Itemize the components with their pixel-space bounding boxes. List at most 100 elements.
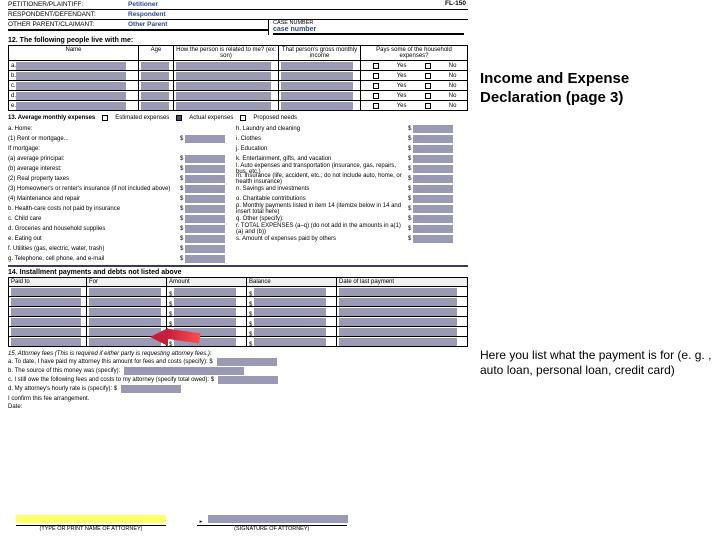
- amount-field[interactable]: [413, 215, 453, 223]
- field-hourly-rate[interactable]: [121, 385, 181, 393]
- sec15-confirm: I confirm this fee arrangement.: [8, 396, 468, 402]
- amount-field[interactable]: [413, 185, 453, 193]
- expense-line: m. Insurance (life, accident, etc.; do n…: [236, 174, 456, 183]
- expense-line: h. Laundry and cleaning$: [236, 124, 456, 133]
- expense-line: a. Home:: [8, 124, 228, 133]
- checkbox-actual[interactable]: [176, 115, 182, 121]
- amount-field[interactable]: [413, 165, 453, 173]
- expense-line: p. Monthly payments listed in item 14 (i…: [236, 204, 456, 213]
- expense-line: s. Amount of expenses paid by others$: [236, 234, 456, 243]
- expense-line: d. Groceries and household supplies$: [8, 224, 228, 233]
- amount-field[interactable]: [413, 125, 453, 133]
- amount-field[interactable]: [413, 175, 453, 183]
- sec15-d: d. My attorney's hourly rate is (specify…: [8, 386, 117, 392]
- amount-field[interactable]: [185, 255, 225, 263]
- sec14-title: 14. Installment payments and debts not l…: [8, 269, 468, 276]
- slide-note: Here you list what the payment is for (e…: [480, 348, 712, 379]
- amount-field[interactable]: [185, 195, 225, 203]
- sec14-header: Paid to For Amount Balance Date of last …: [8, 277, 468, 287]
- case-value: case number: [273, 26, 464, 35]
- expense-line: n. Savings and investments$: [236, 184, 456, 193]
- installment-row: $ $: [8, 317, 468, 327]
- col-pay: Pays some of the household expenses?: [361, 46, 467, 60]
- col-name: Name: [9, 46, 139, 60]
- amount-field[interactable]: [185, 185, 225, 193]
- form-page: FL-150 PETITIONER/PLAINTIFF: Petitioner …: [8, 0, 468, 540]
- col-rel: How the person is related to me? (ex: so…: [174, 46, 279, 60]
- amount-field[interactable]: [185, 135, 225, 143]
- amount-field[interactable]: [185, 175, 225, 183]
- amount-field[interactable]: [185, 225, 225, 233]
- opt-actual: Actual expenses: [189, 115, 233, 121]
- callout-arrow-icon: [150, 328, 200, 346]
- amount-field[interactable]: [413, 155, 453, 163]
- field-money-source[interactable]: [124, 367, 244, 375]
- opt-proposed: Proposed needs: [253, 115, 297, 121]
- header-other: OTHER PARENT/CLAIMANT: Other Parent: [8, 20, 268, 31]
- other-value: Other Parent: [128, 21, 167, 28]
- sec12-header: Name Age How the person is related to me…: [8, 45, 468, 61]
- installment-row: $ $: [8, 287, 468, 297]
- expenses-right: h. Laundry and cleaning$i. Clothes$j. Ed…: [236, 123, 456, 264]
- installment-row: $ $: [8, 307, 468, 317]
- col-inc: That person's gross monthly income: [279, 46, 361, 60]
- petitioner-label: PETITIONER/PLAINTIFF:: [8, 1, 128, 8]
- expense-line: c. Child care$: [8, 214, 228, 223]
- expense-line: j. Education$: [236, 144, 456, 153]
- expense-line: If mortgage:: [8, 144, 228, 153]
- signature-field[interactable]: [208, 515, 348, 523]
- amount-field[interactable]: [185, 235, 225, 243]
- field-fees-paid[interactable]: [217, 358, 277, 366]
- col-for: For: [87, 278, 167, 286]
- expense-line: (a) average principal:$: [8, 154, 228, 163]
- table-row: c. Yes No: [8, 81, 468, 91]
- expense-line: (1) Rent or mortgage...$: [8, 134, 228, 143]
- amount-field[interactable]: [185, 245, 225, 253]
- amount-field[interactable]: [413, 195, 453, 203]
- amount-field[interactable]: [413, 235, 453, 243]
- petitioner-value: Petitioner: [128, 1, 158, 8]
- amount-field[interactable]: [185, 215, 225, 223]
- amount-field[interactable]: [413, 145, 453, 153]
- expenses-left: a. Home:(1) Rent or mortgage...$If mortg…: [8, 123, 228, 264]
- header-petitioner: PETITIONER/PLAINTIFF: Petitioner: [8, 0, 468, 10]
- field-fees-owed[interactable]: [218, 376, 278, 384]
- col-amount: Amount: [167, 278, 247, 286]
- table-row: a. Yes No: [8, 61, 468, 71]
- col-age: Age: [139, 46, 174, 60]
- sec13-title: 13. Average monthly expenses: [8, 115, 95, 121]
- amount-field[interactable]: [413, 135, 453, 143]
- checkbox-proposed[interactable]: [240, 115, 246, 121]
- sec15-title: 15. Attorney fees (This is required if e…: [8, 351, 468, 357]
- expense-line: (4) Maintenance and repair$: [8, 194, 228, 203]
- amount-field[interactable]: [413, 205, 453, 213]
- table-row: e. Yes No: [8, 101, 468, 111]
- col-date: Date of last payment: [337, 278, 465, 286]
- sec15-b: b. The source of this money was (specify…: [8, 368, 120, 374]
- col-paidto: Paid to: [9, 278, 87, 286]
- sig-sig-label: (SIGNATURE OF ATTORNEY): [196, 526, 348, 532]
- respondent-label: RESPONDENT/DEFENDANT:: [8, 11, 128, 18]
- expense-line: r. TOTAL EXPENSES (a–q) (do not add in t…: [236, 224, 456, 233]
- table-row: b. Yes No: [8, 71, 468, 81]
- expense-line: e. Eating out$: [8, 234, 228, 243]
- col-balance: Balance: [247, 278, 337, 286]
- amount-field[interactable]: [413, 225, 453, 233]
- annotation-panel: Income and Expense Declaration (page 3) …: [480, 0, 712, 540]
- signature-area: (TYPE OR PRINT NAME OF ATTORNEY) ▸ (SIGN…: [16, 515, 466, 532]
- installment-row: $ $: [8, 327, 468, 337]
- checkbox-estimated[interactable]: [102, 115, 108, 121]
- sec15-c: c. I still owe the following fees and co…: [8, 377, 214, 383]
- sec12-title: 12. The following people live with me:: [8, 37, 468, 44]
- opt-estimated: Estimated expenses: [115, 115, 169, 121]
- table-row: d. Yes No: [8, 91, 468, 101]
- amount-field[interactable]: [185, 205, 225, 213]
- amount-field[interactable]: [185, 165, 225, 173]
- expense-line: b. Health-care costs not paid by insuran…: [8, 204, 228, 213]
- sig-name-label: (TYPE OR PRINT NAME OF ATTORNEY): [16, 526, 166, 532]
- other-label: OTHER PARENT/CLAIMANT:: [8, 21, 128, 28]
- amount-field[interactable]: [185, 155, 225, 163]
- installment-row: $ $: [8, 297, 468, 307]
- highlight-name: [16, 515, 166, 523]
- sec15-a: a. To date, I have paid my attorney this…: [8, 359, 213, 365]
